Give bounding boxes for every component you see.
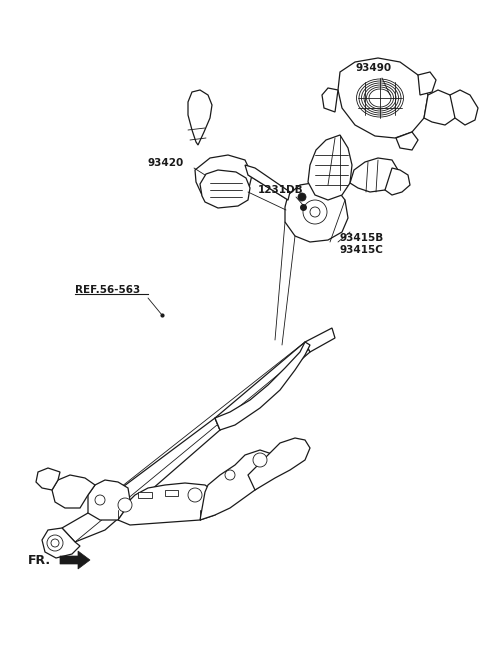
Polygon shape [424,90,458,125]
Polygon shape [385,168,410,195]
Polygon shape [308,135,352,200]
Circle shape [310,207,320,217]
Polygon shape [350,158,398,192]
Polygon shape [138,492,152,498]
Circle shape [253,453,267,467]
Polygon shape [396,132,418,150]
Polygon shape [418,72,436,95]
Polygon shape [285,182,348,242]
Polygon shape [215,342,310,430]
Polygon shape [52,475,95,508]
Circle shape [47,535,63,551]
Text: 1231DB: 1231DB [258,185,304,195]
Polygon shape [215,342,310,430]
Polygon shape [322,88,338,112]
Circle shape [51,539,59,547]
Circle shape [225,470,235,480]
Text: REF.56-563: REF.56-563 [75,285,140,295]
Text: 93420: 93420 [148,158,184,168]
Polygon shape [248,438,310,490]
Text: 93415C: 93415C [340,245,384,255]
Polygon shape [88,480,130,520]
Polygon shape [338,58,428,138]
Polygon shape [450,90,478,125]
Polygon shape [195,155,252,202]
Polygon shape [200,170,250,208]
Polygon shape [60,551,90,569]
Circle shape [188,488,202,502]
Circle shape [95,495,105,505]
Polygon shape [165,490,178,496]
Polygon shape [118,483,218,525]
Polygon shape [42,528,80,558]
Polygon shape [36,468,60,490]
Circle shape [298,193,306,201]
Polygon shape [305,328,335,352]
Text: 93415B: 93415B [340,233,384,243]
Text: FR.: FR. [28,553,51,567]
Text: 93490: 93490 [355,63,391,73]
Polygon shape [188,90,212,145]
Circle shape [118,498,132,512]
Polygon shape [245,165,290,200]
Circle shape [303,200,327,224]
Polygon shape [200,450,278,520]
Polygon shape [62,418,220,542]
